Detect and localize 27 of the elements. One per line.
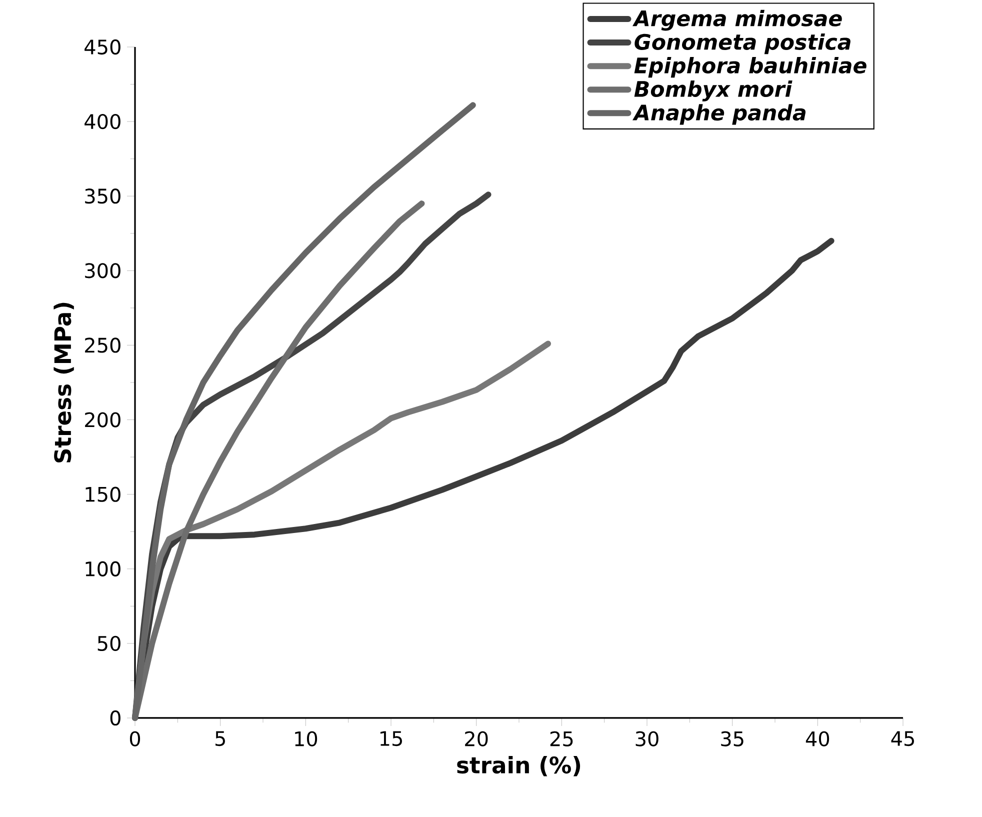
y-tick-label: 0 <box>110 710 120 726</box>
x-tick-label: 35 <box>721 731 744 746</box>
y-tick-label: 250 <box>85 338 120 353</box>
x-tick-label: 0 <box>130 731 140 746</box>
x-tick-label: 45 <box>891 731 914 746</box>
x-tick-label: 5 <box>216 731 225 746</box>
y-tick-label: 200 <box>85 412 120 428</box>
legend-label: Argema mimosae <box>632 10 842 31</box>
y-tick-label: 50 <box>98 636 120 652</box>
x-tick-label: 20 <box>465 731 488 746</box>
legend-label: Gonometa postica <box>634 33 850 54</box>
x-tick-label: 30 <box>636 731 658 746</box>
y-tick-label: 300 <box>85 263 120 278</box>
y-tick-label: 100 <box>86 561 120 576</box>
x-tick-label: 10 <box>295 731 318 746</box>
x-axis-title: strain (%) <box>457 756 580 776</box>
legend-label: Epiphora bauhiniae <box>634 56 866 78</box>
x-tick-label: 25 <box>550 731 573 746</box>
y-tick-label: 350 <box>85 188 120 204</box>
y-tick-label: 150 <box>86 486 120 502</box>
y-tick-label: 450 <box>84 39 120 55</box>
legend-label: Bombyx mori <box>634 80 792 102</box>
x-tick-label: 15 <box>380 731 402 746</box>
x-tick-label: 40 <box>806 731 830 746</box>
legend-label: Anaphe panda <box>632 104 806 125</box>
y-tick-label: 400 <box>84 114 120 130</box>
y-axis-title: Stress (MPa) <box>54 302 74 462</box>
